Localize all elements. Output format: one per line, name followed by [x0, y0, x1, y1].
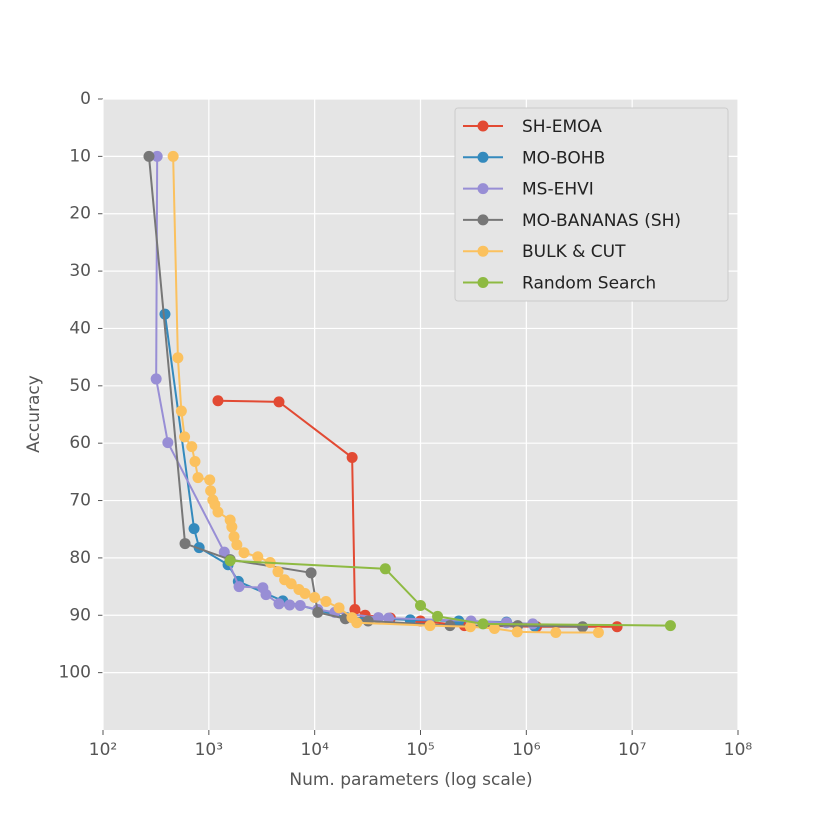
legend: SH-EMOA MO-BOHB MS-EHVI MO-BANANAS (SH) BULK… — [454, 107, 729, 302]
point — [162, 437, 174, 449]
point — [224, 555, 236, 567]
point — [351, 617, 363, 629]
point — [424, 620, 436, 632]
point — [231, 539, 243, 551]
x-tick-label: 10⁶ — [512, 740, 541, 760]
point — [204, 474, 216, 486]
point — [167, 150, 179, 162]
point — [159, 308, 171, 320]
point — [294, 600, 306, 612]
point — [260, 589, 272, 601]
point — [550, 626, 562, 638]
legend-marker — [477, 183, 489, 195]
y-axis-label: Accuracy — [24, 375, 44, 453]
point — [372, 612, 384, 624]
point — [383, 612, 395, 624]
point — [212, 395, 224, 407]
y-tick-label: 90 — [69, 605, 91, 625]
y-tick-label: 30 — [69, 261, 91, 281]
x-tick-label: 10³ — [195, 740, 223, 760]
point — [305, 567, 317, 579]
legend-label: MO-BOHB — [522, 148, 605, 168]
point — [577, 621, 589, 633]
legend-label: Random Search — [522, 274, 656, 294]
point — [312, 606, 324, 618]
x-tick-label: 10⁴ — [300, 740, 329, 760]
point — [238, 547, 250, 559]
point — [273, 598, 285, 610]
point — [143, 150, 155, 162]
point — [205, 485, 217, 497]
point — [664, 620, 676, 632]
point — [192, 472, 204, 484]
x-tick-label: 10⁸ — [724, 740, 753, 760]
legend-box — [454, 107, 729, 302]
legend-marker — [477, 245, 489, 257]
series-line — [230, 559, 671, 627]
point — [284, 599, 296, 611]
point — [611, 621, 623, 633]
point — [233, 581, 245, 593]
legend-label: MO-BANANAS (SH) — [522, 211, 681, 231]
legend-marker — [477, 151, 489, 163]
point — [179, 538, 191, 550]
legend-marker — [477, 120, 489, 132]
point — [186, 441, 198, 453]
point — [218, 546, 230, 558]
x-tick-label: 10² — [89, 740, 117, 760]
x-tick-label: 10⁷ — [618, 740, 647, 760]
point — [477, 618, 489, 630]
legend-label: SH-EMOA — [522, 117, 602, 137]
point — [175, 405, 187, 417]
y-tick-label: 50 — [69, 376, 91, 396]
point — [309, 591, 321, 603]
legend-label: BULK & CUT — [522, 242, 626, 262]
point — [592, 626, 604, 638]
point — [151, 150, 163, 162]
y-tick-label: 40 — [69, 318, 91, 338]
point — [150, 373, 162, 385]
grid — [98, 98, 739, 735]
marks — [143, 150, 676, 638]
point — [226, 521, 238, 533]
y-tick-label: 60 — [69, 433, 91, 453]
y-tick-label: 80 — [69, 548, 91, 568]
point — [511, 626, 523, 638]
point — [252, 551, 264, 563]
y-tick-label: 70 — [69, 491, 91, 511]
point — [272, 566, 284, 578]
point — [488, 622, 500, 634]
point — [212, 506, 224, 518]
point — [379, 563, 391, 575]
point — [172, 352, 184, 364]
point — [333, 602, 345, 614]
point — [320, 596, 332, 608]
y-tick-label: 10 — [69, 146, 91, 166]
point — [189, 456, 201, 468]
point — [273, 396, 285, 408]
y-tick-label: 100 — [59, 663, 91, 683]
point — [285, 578, 297, 590]
point — [299, 587, 311, 599]
x-tick-label: 10⁵ — [406, 740, 434, 760]
point — [464, 621, 476, 633]
legend-marker — [477, 277, 489, 288]
point — [362, 615, 374, 627]
y-tick-label: 20 — [69, 204, 91, 224]
legend-label: MS-EHVI — [522, 180, 594, 200]
y-tick-label: 0 — [80, 89, 91, 109]
legend-marker — [477, 214, 489, 226]
point — [179, 431, 191, 443]
point — [188, 523, 200, 535]
point — [346, 452, 358, 464]
x-axis-label: Num. parameters (log scale) — [289, 770, 532, 790]
point — [432, 610, 444, 622]
point — [415, 600, 426, 612]
